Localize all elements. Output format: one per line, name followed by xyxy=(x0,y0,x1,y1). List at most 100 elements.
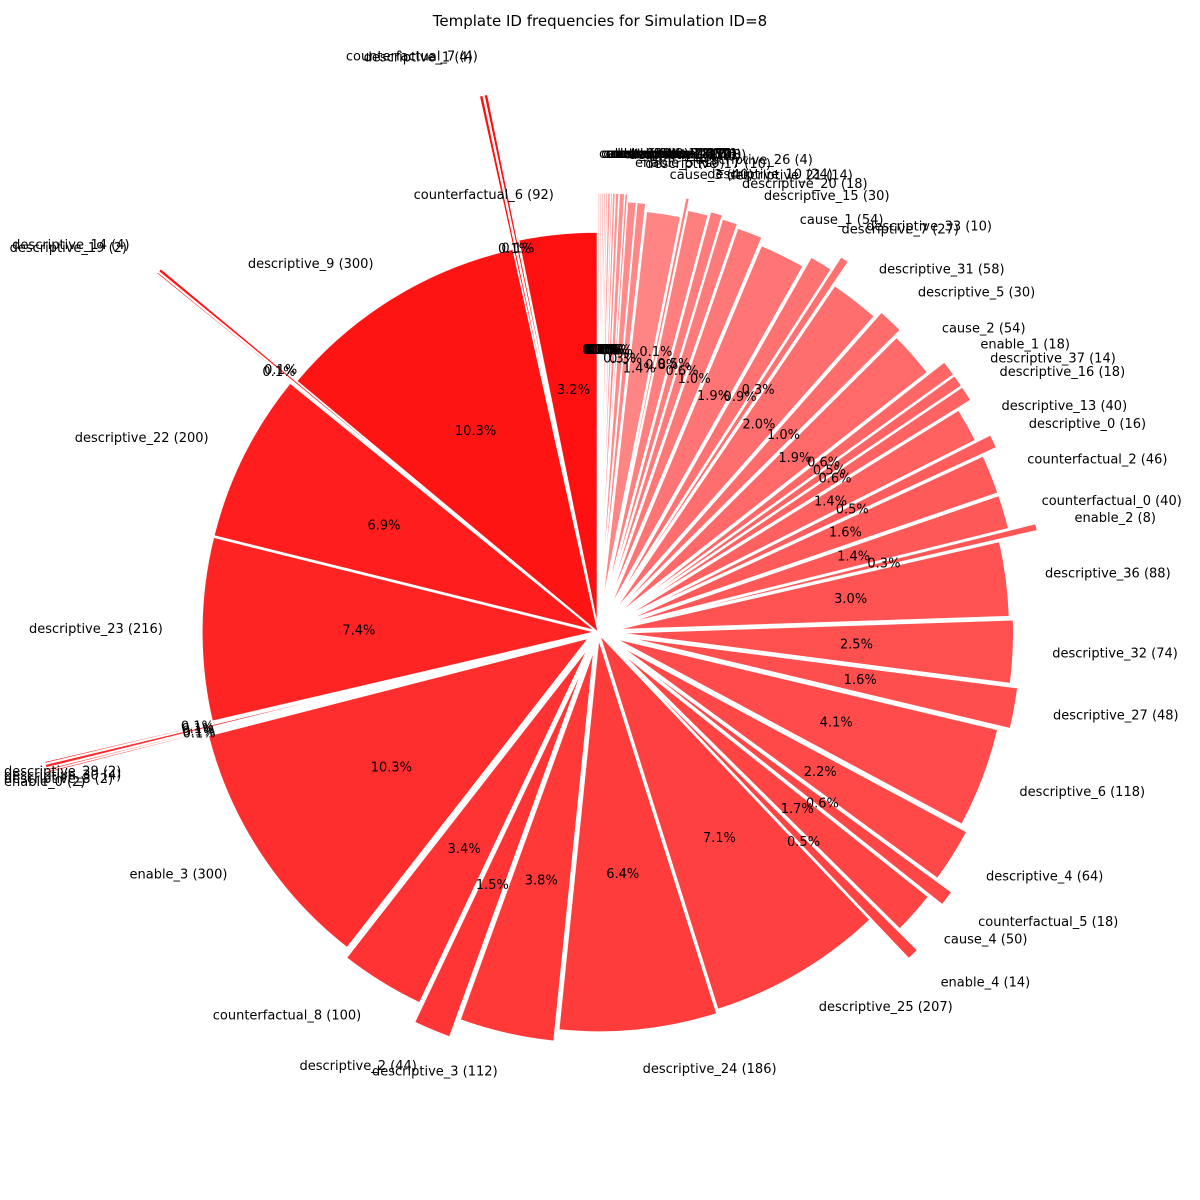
pct-label-cause-4: 1.7% xyxy=(781,802,814,817)
pct-label-descriptive-32: 2.5% xyxy=(840,637,873,652)
slice-label-counterfactual-0: counterfactual_0 (40) xyxy=(1042,494,1182,509)
pct-label-descriptive-36: 3.0% xyxy=(834,592,867,607)
pct-label-descriptive-5: 1.0% xyxy=(767,428,800,443)
pie-slice-descriptive-30 xyxy=(44,673,427,769)
slice-label-descriptive-12: descriptive_12 (6) xyxy=(624,147,741,162)
pct-label-enable-6: 0.1% xyxy=(587,343,620,358)
slice-label-descriptive-10: descriptive_10 (24) xyxy=(707,167,833,182)
pie-slice-descriptive-37 xyxy=(636,375,963,606)
pie-slice-descriptive-14 xyxy=(157,267,463,521)
slice-label-enable-5: enable_5 (10) xyxy=(635,156,725,171)
slice-label-enable-1: enable_1 (18) xyxy=(980,338,1070,353)
slice-label-enable-3: enable_3 (300) xyxy=(129,868,227,883)
slice-label-counterfactual-7: counterfactual_7 (4) xyxy=(346,49,478,64)
pct-label-descriptive-1: 0.1% xyxy=(498,242,531,257)
slice-label-descriptive-15: descriptive_15 (30) xyxy=(764,189,890,204)
pct-label-descriptive-7: 0.9% xyxy=(724,390,757,405)
pct-label-counterfactual-2: 1.6% xyxy=(829,526,862,541)
pct-label-counterfactual-0: 1.4% xyxy=(837,549,870,564)
pct-label-descriptive-9: 10.3% xyxy=(455,424,496,439)
pie-slice-descriptive-23 xyxy=(201,536,595,722)
pct-label-descriptive-14: 0.1% xyxy=(264,363,297,378)
pct-label-enable-3: 10.3% xyxy=(371,760,412,775)
pie-slice-descriptive-19 xyxy=(156,271,462,521)
pie-slice-descriptive-4 xyxy=(620,646,968,880)
pie-slice-counterfactual-1 xyxy=(597,192,601,585)
pct-label-descriptive-35: 0.1% xyxy=(600,343,633,358)
pct-label-descriptive-22: 6.9% xyxy=(368,518,401,533)
slice-label-descriptive-24: descriptive_24 (186) xyxy=(643,1062,777,1077)
pct-label-descriptive-24: 6.4% xyxy=(606,867,639,882)
slice-label-descriptive-9: descriptive_9 (300) xyxy=(248,257,374,272)
pie-slice-descriptive-36 xyxy=(617,540,1010,630)
slice-label-descriptive-34: descriptive_34 (2) xyxy=(613,147,730,162)
pie-slice-counterfactual-0 xyxy=(627,494,1010,624)
pct-label-cause-0: 0.1% xyxy=(583,343,616,358)
pie-slice-cause-1 xyxy=(609,245,804,608)
pie-slice-counterfactual-6 xyxy=(518,231,598,625)
pct-label-descriptive-11: 0.1% xyxy=(589,343,622,358)
pct-label-descriptive-2: 1.5% xyxy=(476,878,509,893)
slice-label-counterfactual-1: counterfactual_1 (2) xyxy=(599,147,731,162)
pct-label-descriptive-34: 0.1% xyxy=(590,343,623,358)
slice-label-descriptive-30: descriptive_30 (4) xyxy=(4,768,121,783)
pct-label-descriptive-12: 0.2% xyxy=(597,343,630,358)
pct-label-descriptive-20: 0.6% xyxy=(665,364,698,379)
slice-label-descriptive-1: descriptive_1 (4) xyxy=(364,50,473,65)
slice-label-counterfactual-3: counterfactual_3 (2) xyxy=(605,147,737,162)
slice-label-descriptive-0: descriptive_0 (16) xyxy=(1029,417,1146,432)
chart-title: Template ID frequencies for Simulation I… xyxy=(432,12,768,30)
slice-label-descriptive-20: descriptive_20 (18) xyxy=(742,177,868,192)
pct-label-counterfactual-4: 0.1% xyxy=(585,343,618,358)
pct-label-enable-5: 0.3% xyxy=(603,351,636,366)
pie-slice-descriptive-15 xyxy=(610,227,763,600)
pie-slice-descriptive-25 xyxy=(599,635,871,1010)
slice-label-descriptive-27: descriptive_27 (48) xyxy=(1053,708,1179,723)
slice-label-descriptive-29: descriptive_29 (2) xyxy=(4,764,121,779)
pct-label-enable-4: 0.5% xyxy=(787,835,820,850)
pie-slice-counterfactual-7 xyxy=(483,93,567,479)
pie-slice-descriptive-3 xyxy=(459,650,595,1042)
slice-label-descriptive-26: descriptive_26 (4) xyxy=(696,153,813,168)
pct-label-descriptive-27: 1.6% xyxy=(844,673,877,688)
slice-label-descriptive-36: descriptive_36 (88) xyxy=(1045,567,1171,582)
pie-slice-descriptive-0 xyxy=(640,434,998,613)
slice-label-descriptive-3: descriptive_3 (112) xyxy=(372,1064,498,1079)
pie-slice-descriptive-13 xyxy=(625,409,977,618)
slice-label-counterfactual-6: counterfactual_6 (92) xyxy=(414,188,554,203)
pct-label-descriptive-19: 0.1% xyxy=(262,365,295,380)
slice-label-descriptive-8: descriptive_8 (2) xyxy=(4,772,113,787)
pie-slice-descriptive-8 xyxy=(45,674,427,772)
slice-label-enable-4: enable_4 (14) xyxy=(941,975,1031,990)
pie-slice-descriptive-32 xyxy=(621,619,1014,684)
percent-labels: 3.2%0.1%0.1%10.3%0.1%0.1%6.9%7.4%0.1%0.1… xyxy=(181,241,901,893)
slice-label-enable-2: enable_2 (8) xyxy=(1075,511,1156,526)
pct-label-counterfactual-3: 0.1% xyxy=(586,343,619,358)
pct-label-descriptive-8: 0.1% xyxy=(182,725,215,740)
pie-slice-enable-5 xyxy=(600,201,637,593)
pie-slices xyxy=(43,93,1038,1042)
slice-label-descriptive-4: descriptive_4 (64) xyxy=(986,870,1103,885)
pct-label-descriptive-21: 0.5% xyxy=(657,357,690,372)
pie-slice-descriptive-24 xyxy=(558,639,718,1033)
pie-slice-descriptive-6 xyxy=(616,638,999,825)
pie-slice-descriptive-29 xyxy=(43,672,427,764)
pct-label-descriptive-10: 0.8% xyxy=(645,358,678,373)
slice-label-descriptive-21: descriptive_21 (14) xyxy=(727,169,853,184)
slice-label-cause-4: cause_4 (50) xyxy=(944,932,1028,947)
pie-slice-enable-3 xyxy=(207,637,590,949)
pie-slice-descriptive-31 xyxy=(614,285,875,611)
pie-slice-descriptive-5 xyxy=(621,311,901,607)
slice-label-descriptive-37: descriptive_37 (14) xyxy=(990,351,1116,366)
slice-label-enable-0: enable_0 (2) xyxy=(4,775,85,790)
pie-slice-descriptive-21 xyxy=(609,211,723,591)
pie-slice-descriptive-27 xyxy=(628,637,1019,730)
slice-label-enable-6: enable_6 (2) xyxy=(607,147,688,162)
slice-label-descriptive-35: descriptive_35 (3) xyxy=(629,148,746,163)
slice-label-descriptive-23: descriptive_23 (216) xyxy=(29,622,163,637)
slice-labels: counterfactual_6 (92) counterfactual_7 (4… xyxy=(4,49,1182,1079)
pie-slice-descriptive-12 xyxy=(600,192,626,586)
slice-label-counterfactual-5: counterfactual_5 (18) xyxy=(978,915,1118,930)
slice-label-descriptive-22: descriptive_22 (200) xyxy=(75,431,209,446)
